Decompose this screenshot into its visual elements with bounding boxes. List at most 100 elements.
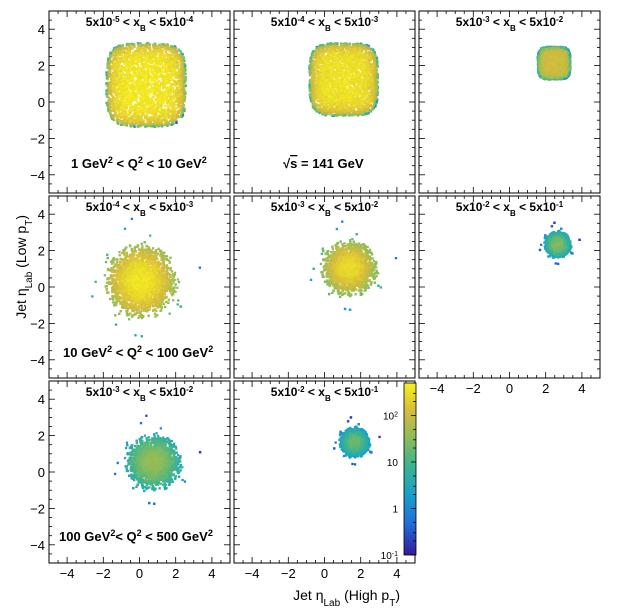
heatmap-cell (130, 66, 132, 68)
heatmap-cell (120, 109, 122, 111)
heatmap-cell (109, 100, 111, 102)
heatmap-cell (180, 90, 182, 92)
heatmap-cell (171, 54, 173, 56)
heatmap-cell (170, 109, 172, 111)
heatmap-cell (142, 59, 144, 61)
heatmap-cell (110, 84, 112, 86)
heatmap-cell (143, 123, 145, 125)
heatmap-cell (105, 71, 107, 73)
heatmap-cell (142, 66, 144, 68)
heatmap-cell (174, 48, 176, 50)
heatmap-cell (114, 54, 116, 56)
heatmap-cell (109, 71, 111, 73)
heatmap-cell (106, 84, 108, 86)
y-tick-label: 2 (38, 59, 45, 74)
heatmap-cell (175, 122, 177, 124)
heatmap-cell (127, 77, 129, 79)
heatmap-cell (170, 111, 172, 113)
heatmap-cell (180, 75, 182, 77)
heatmap-cell (106, 103, 108, 105)
heatmap-cell (364, 77, 366, 79)
heatmap-cell (119, 81, 121, 83)
heatmap-cell (137, 124, 139, 126)
heatmap-cell (342, 109, 344, 111)
heatmap-cell (135, 99, 137, 101)
heatmap-cell (148, 82, 150, 84)
heatmap-cell (131, 119, 133, 121)
heatmap-cell (157, 90, 159, 92)
heatmap-cell (151, 98, 153, 100)
heatmap-cell (168, 95, 170, 97)
heatmap-cell (184, 65, 186, 67)
heatmap-cell (114, 79, 116, 81)
heatmap-cell (118, 94, 120, 96)
heatmap-cell (138, 90, 140, 92)
heatmap-cell (139, 48, 141, 50)
heatmap-cell (129, 61, 131, 63)
heatmap-cell (111, 66, 113, 68)
heatmap-cell (164, 79, 166, 81)
heatmap-cell (116, 61, 118, 63)
heatmap-cell (133, 126, 135, 128)
heatmap-cell (110, 55, 112, 57)
heatmap-cell (121, 46, 123, 48)
heatmap-cell (140, 90, 142, 92)
heatmap-cell (135, 121, 137, 123)
heatmap-cell (145, 89, 147, 91)
heatmap-cell (151, 71, 153, 73)
heatmap-cell (159, 111, 161, 113)
heatmap-cell (122, 83, 124, 85)
heatmap-cell (137, 116, 139, 118)
heatmap-cell (131, 43, 133, 45)
heatmap-cell (158, 49, 160, 51)
heatmap-cell (163, 43, 165, 45)
heatmap-cell (128, 104, 130, 106)
heatmap-cell (183, 107, 185, 109)
heatmap-cell (164, 92, 166, 94)
heatmap-cell (116, 103, 118, 105)
heatmap-cell (172, 106, 174, 108)
heatmap-cell (180, 113, 182, 115)
heatmap-cell (147, 72, 149, 74)
heatmap-cell (112, 51, 114, 53)
heatmap-cell (172, 103, 174, 105)
heatmap-cell (133, 80, 135, 82)
heatmap-cell (138, 77, 140, 79)
heatmap-cell (145, 57, 147, 59)
heatmap-cell (158, 55, 160, 57)
heatmap-cell (132, 85, 134, 87)
heatmap-cell (175, 82, 177, 84)
heatmap-cell (152, 44, 154, 46)
heatmap-cell (169, 75, 171, 77)
heatmap-cell (178, 69, 180, 71)
heatmap-cell (119, 102, 121, 104)
heatmap-cell (123, 119, 125, 121)
heatmap-cell (122, 114, 124, 116)
heatmap-cell (126, 61, 128, 63)
heatmap-cell (140, 59, 142, 61)
heatmap-cell (141, 100, 143, 102)
heatmap-cell (182, 85, 184, 87)
heatmap-cell (107, 64, 109, 66)
heatmap-cell (157, 103, 159, 105)
heatmap-cell (147, 79, 149, 81)
heatmap-cell (167, 108, 169, 110)
heatmap-cell (160, 94, 162, 96)
heatmap-cell (171, 57, 173, 59)
heatmap-cell (120, 87, 122, 89)
heatmap-cell (144, 67, 146, 69)
heatmap-cell (179, 85, 181, 87)
heatmap-cell (164, 119, 166, 121)
heatmap-cell (147, 121, 149, 123)
heatmap-cell (162, 71, 164, 73)
heatmap-cell (183, 73, 185, 75)
heatmap-cell (183, 90, 185, 92)
heatmap-cell (161, 104, 163, 106)
heatmap-cell (149, 101, 151, 103)
heatmap-cell (177, 116, 179, 118)
heatmap-cell (143, 44, 145, 46)
heatmap-cell (170, 124, 172, 126)
heatmap-cell (173, 115, 175, 117)
